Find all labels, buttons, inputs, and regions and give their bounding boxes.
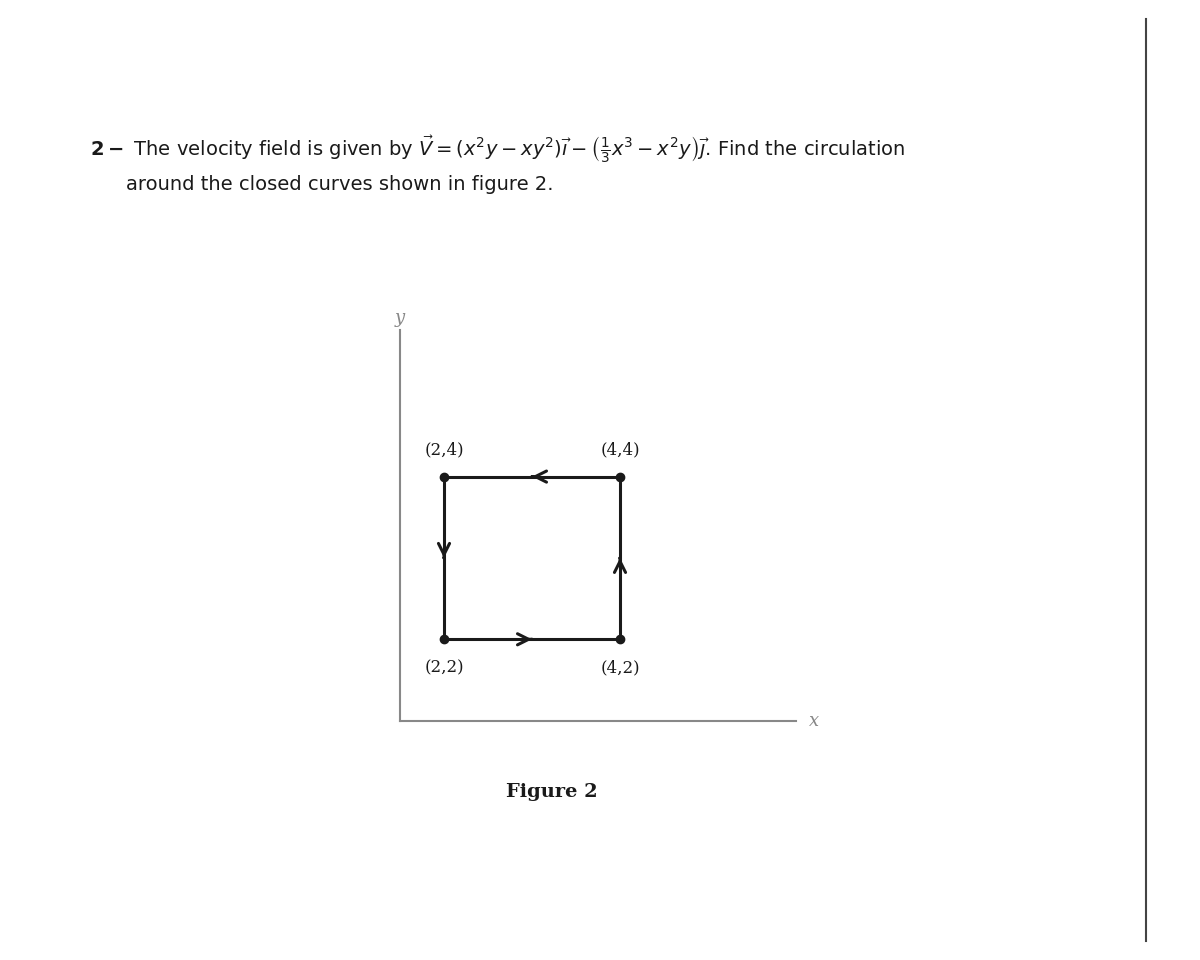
- Text: (4,2): (4,2): [600, 660, 640, 677]
- Text: (2,4): (2,4): [424, 442, 464, 459]
- Text: (2,2): (2,2): [424, 660, 464, 677]
- Text: around the closed curves shown in figure 2.: around the closed curves shown in figure…: [126, 175, 553, 194]
- Text: x: x: [809, 711, 818, 730]
- Text: y: y: [395, 309, 406, 327]
- Text: $\mathbf{2-}$ The velocity field is given by $\vec{V} = (x^2y - xy^2)\vec{\imath: $\mathbf{2-}$ The velocity field is give…: [90, 132, 905, 165]
- Text: Figure 2: Figure 2: [506, 783, 598, 801]
- Text: (4,4): (4,4): [600, 442, 640, 459]
